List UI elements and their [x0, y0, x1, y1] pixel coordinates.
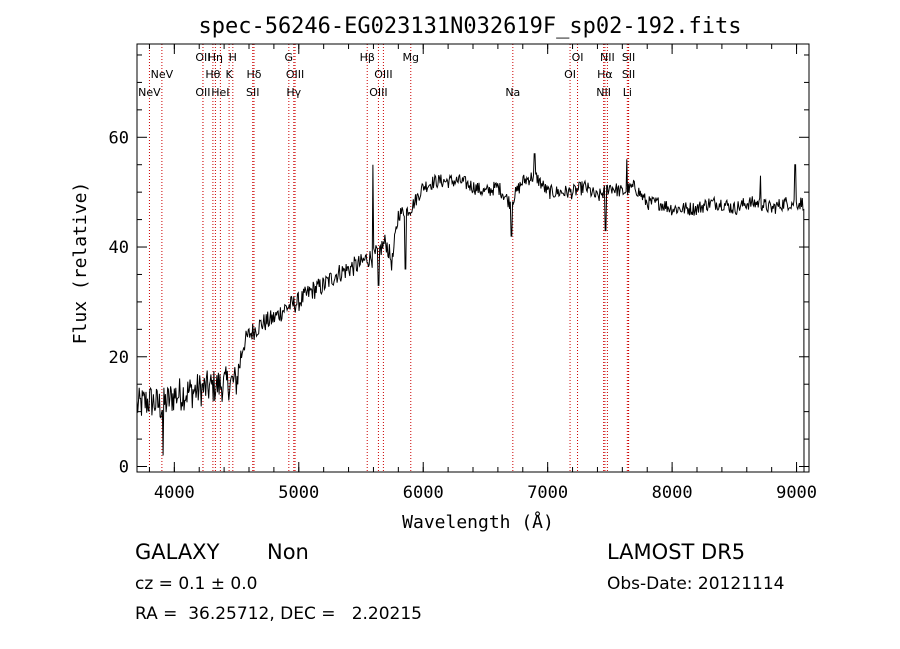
object-class: GALAXY — [135, 540, 220, 564]
y-tick-label: 40 — [109, 238, 129, 258]
spectral-line-label: H — [229, 51, 237, 64]
x-tick-label: 6000 — [403, 483, 444, 503]
spectral-line-label: NII — [596, 86, 611, 99]
y-axis-label: Flux (relative) — [70, 182, 91, 345]
spectral-line-label: Hδ — [246, 68, 261, 81]
spectral-line-label: OII — [195, 51, 210, 64]
spectral-line-label: Na — [505, 86, 520, 99]
spectral-line-label: SII — [246, 86, 259, 99]
y-tick-label: 60 — [109, 128, 129, 148]
spectral-line-label: Hα — [597, 68, 613, 81]
sky-coordinates: RA = 36.25712, DEC = 2.20215 — [135, 604, 422, 624]
spectral-line-label: Hγ — [286, 86, 301, 99]
observation-date: Obs-Date: 20121114 — [607, 574, 785, 594]
chart-title: spec-56246-EG023131N032619F_sp02-192.fit… — [198, 14, 741, 39]
spectral-line-label: Mg — [403, 51, 419, 64]
spectral-line-label: HeI — [211, 86, 229, 99]
spectral-line-label: Li — [623, 86, 632, 99]
plot-frame — [136, 43, 810, 473]
y-tick-label: 0 — [119, 458, 129, 478]
spectral-line-label: NII — [600, 51, 615, 64]
x-tick-label: 7000 — [527, 483, 568, 503]
x-tick-label: 5000 — [278, 483, 319, 503]
x-tick-label: 8000 — [652, 483, 693, 503]
spectral-line-label: OI — [564, 68, 576, 81]
spectrum-line — [136, 153, 805, 473]
spectral-line-label: OI — [572, 51, 584, 64]
spectral-line-label: NeV — [151, 68, 174, 81]
x-tick-label: 4000 — [154, 483, 195, 503]
spectral-line-label: SII — [622, 68, 635, 81]
spectral-line-label: Hη — [208, 51, 223, 64]
y-axis: 0 20 40 60 — [109, 54, 809, 478]
spectral-line-label: NeV — [138, 86, 161, 99]
spectral-line-label: SII — [622, 51, 635, 64]
spectral-line-label: Hβ — [360, 51, 375, 64]
spectral-line-label: Hθ — [205, 68, 220, 81]
spectral-line-label: OIII — [374, 68, 392, 81]
x-axis: 4000 5000 6000 7000 8000 9000 — [148, 44, 817, 503]
x-tick-label: 9000 — [776, 483, 817, 503]
object-subclass: Non — [267, 540, 309, 564]
spectral-line-label: G — [285, 51, 294, 64]
spectral-line-label: OII — [195, 86, 210, 99]
spectral-line-label: K — [225, 68, 233, 81]
x-axis-label: Wavelength (Å) — [402, 511, 554, 533]
spectral-line-label: OIII — [369, 86, 387, 99]
spectral-line-label: OIII — [286, 68, 304, 81]
y-tick-label: 20 — [109, 348, 129, 368]
survey-name: LAMOST DR5 — [607, 540, 746, 564]
redshift-cz: cz = 0.1 ± 0.0 — [135, 574, 258, 594]
spectrum-series — [136, 153, 805, 473]
